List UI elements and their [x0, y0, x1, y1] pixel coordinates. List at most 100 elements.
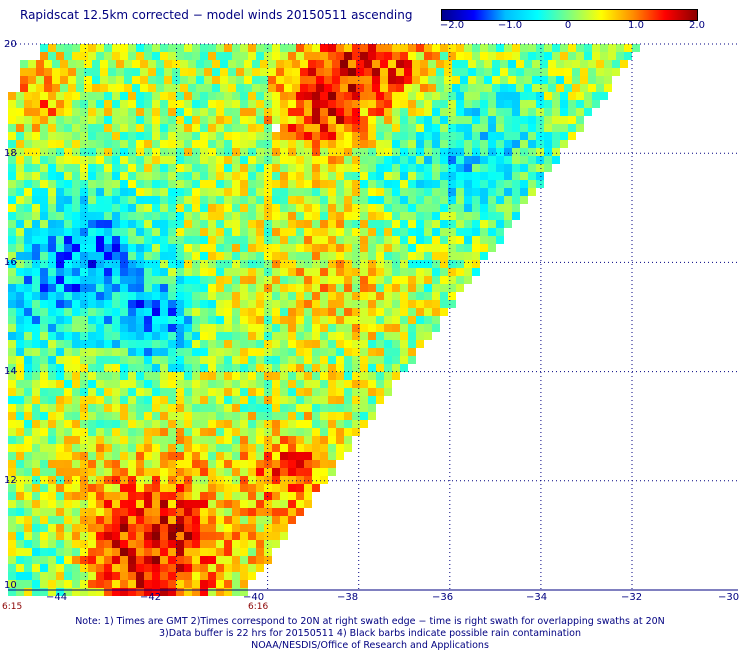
wind-cell	[184, 292, 192, 300]
wind-cell	[544, 44, 552, 52]
wind-cell	[472, 172, 480, 180]
wind-cell	[328, 100, 336, 108]
wind-cell	[472, 260, 480, 268]
wind-cell	[488, 212, 496, 220]
wind-cell	[124, 60, 132, 68]
wind-cell	[296, 92, 304, 100]
wind-cell	[320, 284, 328, 292]
wind-cell	[40, 140, 48, 148]
wind-cell	[216, 508, 224, 516]
wind-cell	[184, 324, 192, 332]
wind-cell	[368, 156, 376, 164]
wind-cell	[24, 460, 32, 468]
wind-cell	[272, 412, 280, 420]
wind-cell	[364, 76, 372, 84]
wind-cell	[216, 204, 224, 212]
wind-cell	[520, 140, 528, 148]
wind-cell	[24, 340, 32, 348]
wind-cell	[112, 164, 120, 172]
wind-cell	[248, 348, 256, 356]
wind-cell	[208, 380, 216, 388]
wind-cell	[128, 588, 136, 596]
wind-cell	[168, 508, 176, 516]
wind-cell	[592, 92, 600, 100]
wind-cell	[356, 84, 364, 92]
wind-cell	[336, 308, 344, 316]
wind-cell	[208, 508, 216, 516]
wind-cell	[36, 68, 44, 76]
wind-cell	[592, 44, 600, 52]
wind-cell	[392, 204, 400, 212]
wind-cell	[44, 76, 52, 84]
wind-cell	[420, 76, 428, 84]
wind-cell	[472, 228, 480, 236]
wind-cell	[280, 116, 288, 124]
wind-cell	[40, 500, 48, 508]
wind-cell	[368, 204, 376, 212]
wind-cell	[104, 380, 112, 388]
wind-cell	[304, 116, 312, 124]
wind-cell	[112, 564, 120, 572]
wind-cell	[184, 572, 192, 580]
wind-cell	[72, 340, 80, 348]
wind-cell	[128, 492, 136, 500]
wind-cell	[200, 220, 208, 228]
wind-cell	[104, 236, 112, 244]
wind-cell	[256, 316, 264, 324]
wind-cell	[24, 316, 32, 324]
wind-cell	[376, 164, 384, 172]
wind-cell	[208, 356, 216, 364]
wind-cell	[192, 108, 200, 116]
wind-cell	[216, 476, 224, 484]
wind-cell	[272, 372, 280, 380]
wind-cell	[408, 124, 416, 132]
wind-cell	[288, 420, 296, 428]
wind-cell	[184, 492, 192, 500]
wind-cell	[120, 412, 128, 420]
wind-cell	[280, 308, 288, 316]
wind-cell	[104, 156, 112, 164]
wind-cell	[380, 76, 388, 84]
wind-cell	[304, 468, 312, 476]
wind-cell	[448, 268, 456, 276]
wind-cell	[48, 428, 56, 436]
wind-cell	[144, 108, 152, 116]
wind-cell	[120, 332, 128, 340]
wind-cell	[288, 492, 296, 500]
wind-cell	[88, 428, 96, 436]
wind-cell	[220, 68, 228, 76]
wind-cell	[224, 436, 232, 444]
wind-cell	[480, 164, 488, 172]
wind-cell	[56, 164, 64, 172]
wind-cell	[16, 100, 24, 108]
wind-cell	[516, 76, 524, 84]
wind-cell	[208, 92, 216, 100]
wind-cell	[480, 172, 488, 180]
wind-cell	[248, 212, 256, 220]
wind-cell	[348, 60, 356, 68]
wind-cell	[136, 180, 144, 188]
wind-cell	[24, 500, 32, 508]
wind-cell	[184, 484, 192, 492]
wind-cell	[464, 196, 472, 204]
wind-cell	[160, 396, 168, 404]
wind-cell	[72, 428, 80, 436]
wind-cell	[272, 148, 280, 156]
wind-cell	[316, 68, 324, 76]
wind-cell	[464, 220, 472, 228]
wind-cell	[104, 388, 112, 396]
colorbar-tick-label: −1.0	[497, 20, 523, 31]
wind-cell	[88, 412, 96, 420]
wind-cell	[408, 356, 416, 364]
wind-cell	[120, 124, 128, 132]
wind-cell	[104, 172, 112, 180]
wind-cell	[184, 388, 192, 396]
wind-cell	[48, 484, 56, 492]
wind-cell	[240, 292, 248, 300]
wind-cell	[16, 284, 24, 292]
wind-cell	[544, 156, 552, 164]
wind-cell	[560, 132, 568, 140]
wind-cell	[276, 68, 284, 76]
wind-cell	[96, 524, 104, 532]
wind-cell	[208, 388, 216, 396]
